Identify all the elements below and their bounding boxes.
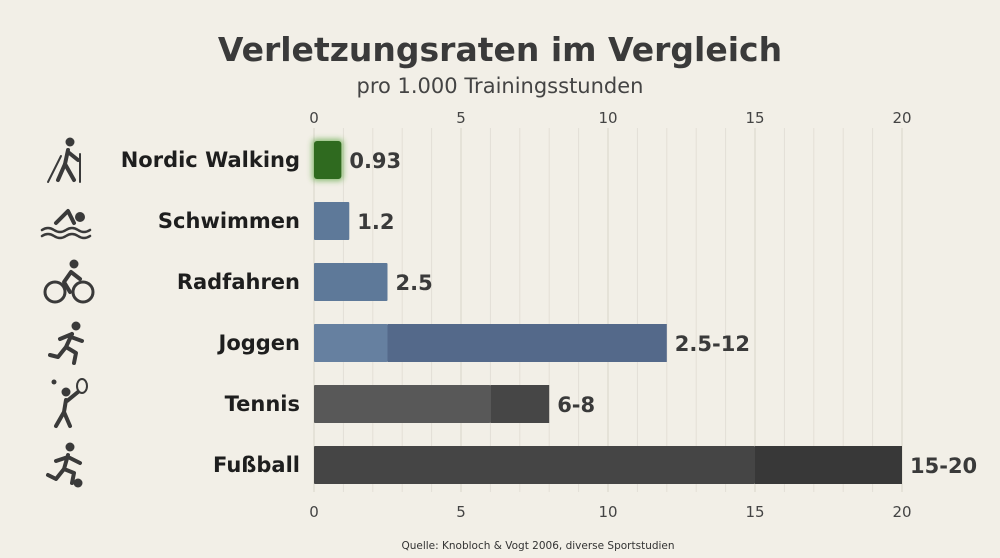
value-label: 15-20	[910, 454, 977, 478]
nordic-walking-icon	[47, 137, 81, 183]
tennis-icon	[51, 378, 88, 428]
racket	[76, 378, 88, 394]
category-label: Radfahren	[177, 270, 300, 294]
top-tick-label: 5	[456, 109, 466, 127]
cycling-icon	[43, 259, 95, 304]
axis-ticks: 0 0 5 5 10 10 15 15 20 20	[309, 109, 911, 521]
source-note: Quelle: Knobloch & Vogt 2006, diverse Sp…	[401, 540, 674, 552]
bar-base	[314, 385, 491, 423]
category-label: Tennis	[225, 392, 300, 416]
bar-range	[490, 385, 550, 423]
top-tick-label: 20	[892, 109, 911, 127]
bar-row: Fußball 15-20	[46, 442, 977, 488]
bar-row: Nordic Walking 0.93	[47, 137, 401, 183]
running-icon-head	[71, 321, 81, 331]
wheel	[43, 280, 67, 304]
value-label: 6-8	[557, 393, 595, 417]
value-label: 0.93	[349, 149, 401, 173]
top-tick-label: 15	[745, 109, 764, 127]
bar-base	[314, 263, 388, 301]
bar-base	[314, 141, 342, 179]
nordic-walking-icon-part	[56, 148, 80, 182]
nordic-walking-icon-part	[47, 153, 81, 183]
value-label: 2.5	[396, 271, 433, 295]
category-label: Nordic Walking	[121, 148, 300, 172]
running-icon-part	[48, 332, 84, 365]
chart-title: Verletzungsraten im Vergleich	[218, 30, 782, 69]
cycling-icon-head	[69, 259, 79, 269]
football-icon-part	[46, 453, 82, 485]
bar-row: Joggen 2.5-12	[48, 321, 750, 365]
tennis-icon-part	[54, 390, 80, 428]
bars: Nordic Walking 0.93 Schwimmen 1.2 Radfahren 2…	[40, 137, 977, 488]
category-label: Joggen	[217, 331, 301, 355]
chart-subtitle: pro 1.000 Trainingsstunden	[357, 74, 644, 98]
ball	[51, 379, 57, 385]
bar-base	[314, 202, 350, 240]
bottom-tick-label: 15	[745, 503, 764, 521]
football-icon	[46, 442, 83, 488]
top-tick-label: 10	[598, 109, 617, 127]
bar-row: Tennis 6-8	[51, 378, 595, 428]
ball	[73, 478, 83, 488]
bar-row: Schwimmen 1.2	[40, 202, 394, 240]
bar-row: Radfahren 2.5	[43, 259, 433, 304]
nordic-walking-icon-head	[65, 137, 75, 147]
value-label: 2.5-12	[675, 332, 750, 356]
wheel	[71, 280, 95, 304]
value-label: 1.2	[357, 210, 394, 234]
bottom-tick-label: 20	[892, 503, 911, 521]
category-label: Schwimmen	[158, 209, 300, 233]
category-label: Fußball	[213, 453, 300, 477]
swimming-icon	[40, 209, 92, 240]
bar-base	[314, 324, 388, 362]
swimming-icon-part	[40, 226, 92, 240]
football-icon-head	[65, 442, 75, 452]
bottom-tick-label: 5	[456, 503, 466, 521]
cycling-icon-part	[62, 270, 82, 294]
bar-base	[314, 446, 755, 484]
gridlines	[313, 128, 903, 492]
running-icon	[48, 321, 84, 365]
bottom-tick-label: 0	[309, 503, 319, 521]
bar-range	[387, 324, 667, 362]
bottom-tick-label: 10	[598, 503, 617, 521]
swimming-icon-head	[75, 212, 85, 222]
swimming-icon-part	[54, 209, 76, 225]
top-tick-label: 0	[309, 109, 319, 127]
bar-range	[755, 446, 902, 484]
tennis-icon-head	[61, 387, 71, 397]
